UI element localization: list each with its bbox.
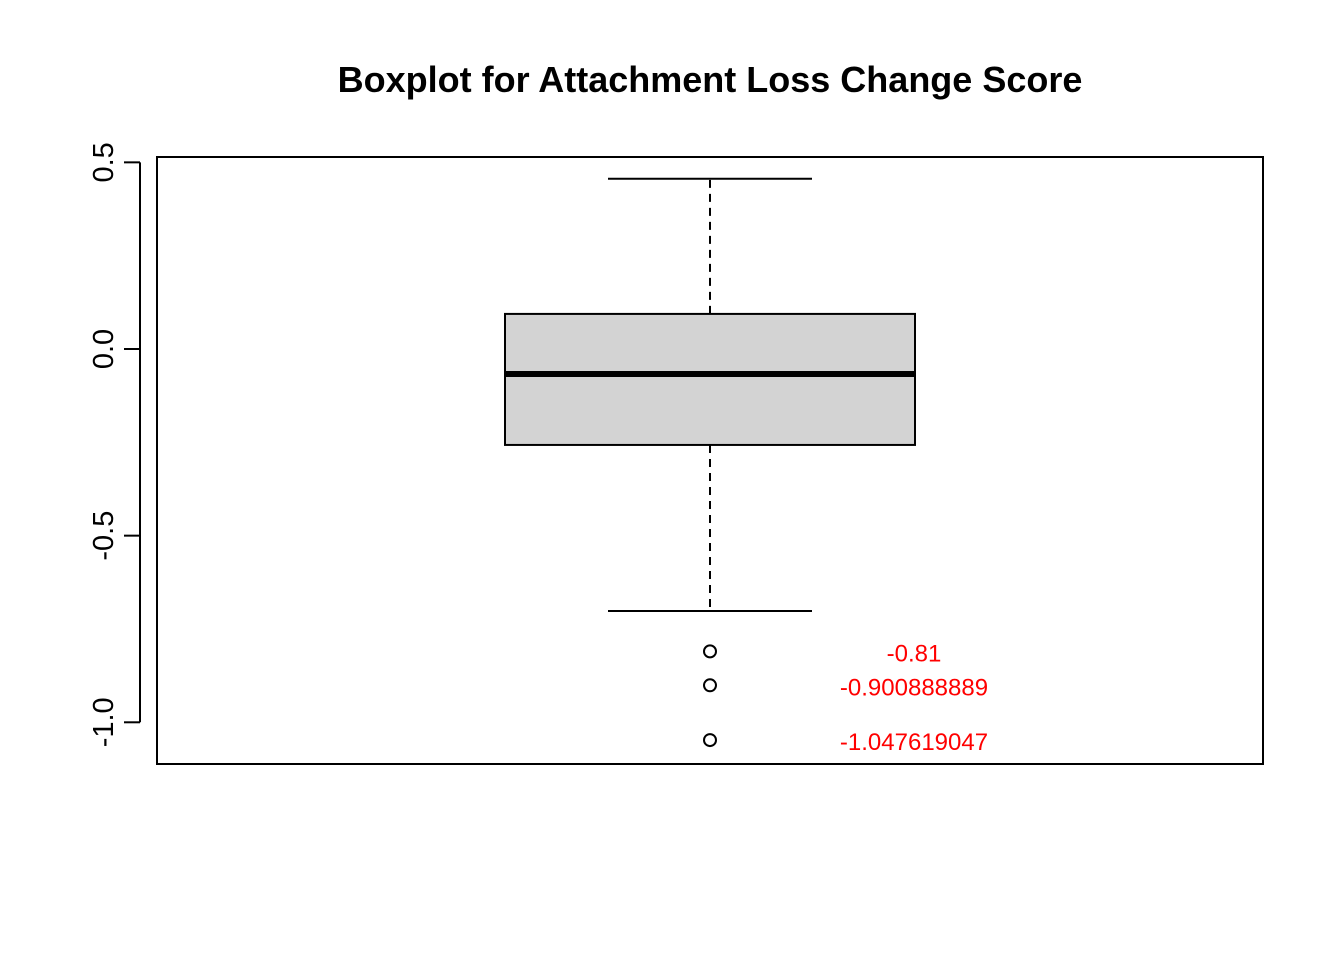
outliers: -0.81 -0.900888889 -1.047619047 [703,640,988,756]
y-tick-label: -0.5 [88,511,120,561]
y-tick-label: -1.0 [88,697,120,747]
outlier-label: -0.81 [887,640,942,667]
outlier-label: -1.047619047 [840,729,988,756]
plot-frame [156,156,1264,765]
outlier-point [703,678,717,693]
y-tick-label: 0.5 [88,142,120,182]
outlier-point [703,733,717,748]
outlier-point [703,644,717,659]
box-plot [504,177,916,613]
outlier-label: -0.900888889 [840,674,988,701]
interquartile-box [504,312,916,446]
chart-title: Boxplot for Attachment Loss Change Score [338,59,1083,100]
y-axis: -1.0 -0.5 0.0 0.5 [88,142,141,747]
y-tick-label: 0.0 [88,329,120,369]
